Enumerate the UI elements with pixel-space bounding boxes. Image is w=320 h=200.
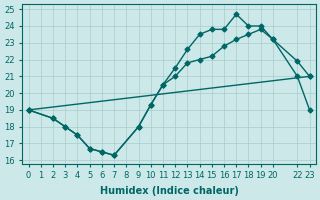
X-axis label: Humidex (Indice chaleur): Humidex (Indice chaleur) — [100, 186, 238, 196]
